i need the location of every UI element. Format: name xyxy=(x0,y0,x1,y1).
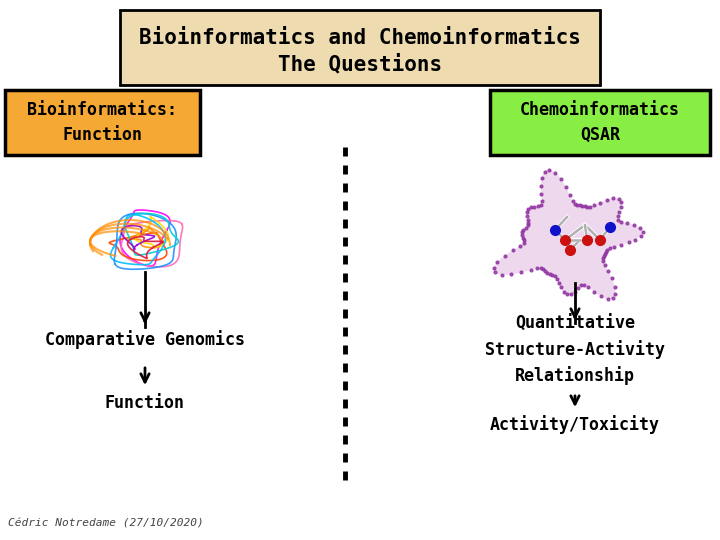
FancyBboxPatch shape xyxy=(5,90,200,155)
Text: Comparative Genomics: Comparative Genomics xyxy=(45,330,245,349)
Polygon shape xyxy=(494,170,642,299)
FancyBboxPatch shape xyxy=(490,90,710,155)
Text: Function: Function xyxy=(105,394,185,412)
Text: Activity/Toxicity: Activity/Toxicity xyxy=(490,415,660,435)
FancyBboxPatch shape xyxy=(120,10,600,85)
Text: The Questions: The Questions xyxy=(278,53,442,75)
Text: Bioinformatics and Chemoinformatics: Bioinformatics and Chemoinformatics xyxy=(139,29,581,49)
Text: Cédric Notredame (27/10/2020): Cédric Notredame (27/10/2020) xyxy=(8,518,204,528)
Text: Quantitative
Structure-Activity
Relationship: Quantitative Structure-Activity Relation… xyxy=(485,314,665,386)
Text: Chemoinformatics
QSAR: Chemoinformatics QSAR xyxy=(520,101,680,144)
Text: Bioinformatics:
Function: Bioinformatics: Function xyxy=(27,101,178,144)
